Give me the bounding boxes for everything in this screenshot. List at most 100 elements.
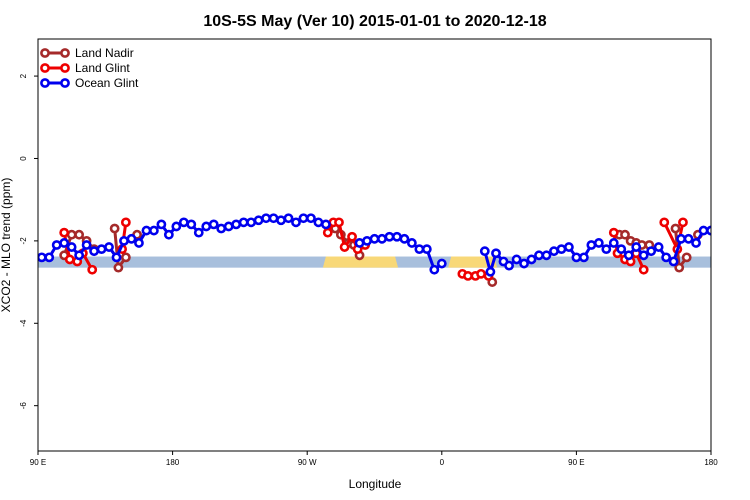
data-point — [74, 229, 85, 240]
data-point — [354, 238, 365, 248]
data-point — [392, 231, 402, 242]
x-tick-label: 90 E — [30, 458, 46, 467]
data-point — [120, 217, 131, 228]
data-point — [491, 248, 501, 259]
data-point — [479, 246, 490, 257]
data-point — [320, 219, 331, 230]
data-point — [638, 264, 649, 275]
data-point — [113, 262, 124, 273]
data-point — [681, 252, 692, 263]
data-point — [111, 252, 122, 263]
data-point — [59, 227, 70, 238]
data-point — [661, 252, 672, 263]
chart-title: 10S-5S May (Ver 10) 2015-01-01 to 2020-1… — [203, 13, 546, 30]
data-point — [676, 233, 686, 244]
data-point — [334, 217, 344, 228]
data-point — [706, 225, 711, 236]
data-point — [298, 213, 309, 224]
y-tick-label: -4 — [19, 319, 28, 327]
data-point — [638, 250, 649, 261]
data-point — [306, 213, 316, 224]
data-point — [322, 227, 333, 238]
data-point — [38, 252, 47, 263]
data-point — [586, 240, 597, 250]
y-tick-label: -2 — [19, 237, 28, 245]
data-point — [268, 213, 279, 224]
data-point — [504, 260, 514, 271]
legend-marker — [40, 48, 50, 58]
data-point — [564, 242, 574, 252]
data-point — [261, 213, 271, 224]
data-point — [126, 233, 137, 244]
land-band — [322, 256, 399, 268]
data-point — [698, 225, 709, 236]
legend-marker — [60, 78, 70, 88]
data-point — [347, 231, 357, 242]
x-axis-label: Longitude — [349, 477, 402, 491]
x-axis: 90 E 180 90 W 0 90 E 180 — [30, 451, 718, 467]
data-point — [120, 252, 131, 263]
data-point — [534, 250, 544, 261]
data-point — [601, 244, 612, 255]
legend-marker — [40, 78, 50, 88]
data-point — [646, 246, 657, 257]
legend-entry: Land Nadir — [40, 46, 134, 60]
legend-marker — [60, 48, 70, 58]
data-point — [246, 217, 257, 228]
legend-marker — [40, 63, 50, 73]
data-point — [208, 219, 219, 230]
data-point — [216, 223, 227, 234]
data-point — [119, 235, 129, 246]
plot-frame — [37, 38, 712, 452]
data-point — [616, 244, 627, 255]
data-point — [186, 219, 197, 230]
data-point — [362, 235, 372, 246]
data-point — [608, 227, 619, 238]
data-point — [578, 252, 589, 263]
legend-entry: Ocean Glint — [40, 76, 139, 90]
data-point — [87, 264, 98, 275]
data-point — [66, 229, 77, 240]
data-point — [384, 231, 395, 242]
data-point — [171, 221, 182, 232]
data-point — [64, 254, 75, 265]
x-tick-label: 90 W — [298, 458, 317, 467]
data-point — [631, 242, 642, 252]
data-point — [463, 270, 473, 281]
legend-label: Land Glint — [75, 61, 130, 75]
data-point — [476, 268, 486, 279]
data-point — [377, 233, 387, 244]
data-point — [253, 215, 264, 226]
data-point — [231, 219, 242, 230]
surface-band — [38, 256, 711, 268]
legend-label: Ocean Glint — [75, 76, 139, 90]
data-point — [89, 246, 99, 257]
data-point — [141, 225, 152, 236]
x-tick-label: 180 — [704, 458, 718, 467]
data-point — [223, 221, 234, 232]
data-point — [51, 240, 62, 250]
data-point — [283, 213, 294, 224]
data-point — [421, 244, 432, 255]
data-point — [201, 221, 212, 232]
data-point — [59, 238, 70, 248]
data-point — [670, 223, 681, 234]
data-point — [156, 219, 167, 230]
data-point — [623, 250, 634, 261]
data-point — [178, 217, 189, 228]
data-point — [608, 238, 619, 248]
legend-entry: Land Glint — [40, 61, 130, 75]
x-tick-label: 90 E — [568, 458, 584, 467]
data-point — [683, 233, 694, 244]
data-point — [399, 233, 410, 244]
legend-label: Land Nadir — [75, 46, 134, 60]
data-point — [593, 238, 604, 248]
data-point — [668, 256, 679, 267]
data-point — [313, 217, 324, 228]
x-tick-label: 0 — [440, 458, 445, 467]
land-band — [448, 256, 498, 268]
data-point — [571, 252, 582, 263]
data-point — [674, 262, 685, 273]
